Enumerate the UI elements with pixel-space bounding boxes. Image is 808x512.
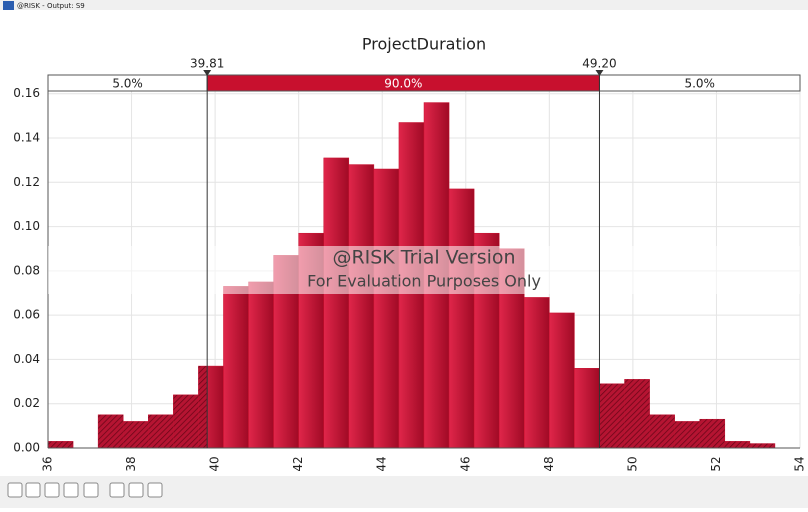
bar-hatch	[98, 414, 124, 448]
x-tick-label: 46	[458, 456, 472, 471]
settings-button[interactable]	[83, 482, 99, 498]
histogram-bar	[524, 297, 550, 449]
histogram-bar	[448, 188, 475, 449]
bar-hatch	[699, 419, 725, 448]
histogram-bar	[549, 312, 575, 449]
bar-hatch	[198, 366, 208, 448]
y-tick-label: 0.02	[13, 396, 40, 410]
bar-hatch	[173, 394, 199, 448]
left-delimiter-button[interactable]	[44, 482, 60, 498]
add-button[interactable]	[128, 482, 144, 498]
x-tick-label: 52	[709, 456, 723, 471]
y-tick-label: 0.14	[13, 131, 40, 145]
y-tick-label: 0.16	[13, 86, 40, 100]
right-delimiter-button[interactable]	[63, 482, 79, 498]
y-tick-label: 0.06	[13, 308, 40, 322]
histogram-bar	[574, 368, 600, 449]
x-tick-label: 42	[291, 456, 305, 471]
bar-hatch	[123, 421, 149, 448]
bar-hatch	[749, 443, 775, 448]
delimiter-label: 49.20	[582, 57, 616, 71]
delimiter-band-label: 5.0%	[684, 77, 715, 91]
delimiter-handle	[595, 70, 604, 76]
window-title: @RISK - Output: S9	[17, 2, 85, 10]
x-tick-label: 36	[41, 456, 55, 471]
title-bar-gap	[0, 10, 808, 24]
delimiter-label: 39.81	[190, 57, 224, 71]
histogram-bar	[223, 286, 249, 449]
y-tick-label: 0.10	[13, 219, 40, 233]
app-icon	[3, 1, 14, 10]
watermark-text: For Evaluation Purposes Only	[307, 272, 541, 291]
overlay-button[interactable]	[109, 482, 125, 498]
bar-hatch	[599, 383, 625, 448]
y-tick-label: 0.12	[13, 175, 40, 189]
x-tick-label: 48	[542, 456, 556, 471]
y-tick-label: 0.08	[13, 263, 40, 277]
y-tick-label: 0.00	[13, 441, 40, 455]
x-tick-label: 40	[208, 456, 222, 471]
delimiter-handle	[203, 70, 212, 76]
histogram-bar	[373, 168, 400, 449]
histogram-bar	[348, 164, 375, 449]
watermark-text: @RISK Trial Version	[332, 247, 515, 269]
bar-hatch	[48, 441, 74, 448]
delimiter-band-label: 90.0%	[384, 77, 422, 91]
chart-title: ProjectDuration	[362, 35, 486, 54]
x-tick-label: 44	[375, 456, 389, 471]
bar-hatch	[649, 414, 675, 448]
bar-hatch	[674, 421, 700, 448]
histogram-bar	[248, 281, 274, 449]
watermark-band	[48, 246, 800, 294]
delimiter-band-label: 5.0%	[112, 77, 143, 91]
bar-hatch	[624, 379, 650, 448]
graph-type-button[interactable]	[25, 482, 41, 498]
bar-hatch	[148, 414, 174, 448]
x-tick-label: 54	[793, 456, 807, 471]
histogram-bar	[323, 157, 350, 449]
remove-button[interactable]	[147, 482, 163, 498]
x-tick-label: 50	[625, 456, 639, 471]
help-button[interactable]	[7, 482, 23, 498]
bar-hatch	[724, 441, 750, 448]
x-tick-label: 38	[124, 456, 138, 471]
toolbar-buttons	[7, 482, 163, 498]
y-tick-label: 0.04	[13, 352, 40, 366]
